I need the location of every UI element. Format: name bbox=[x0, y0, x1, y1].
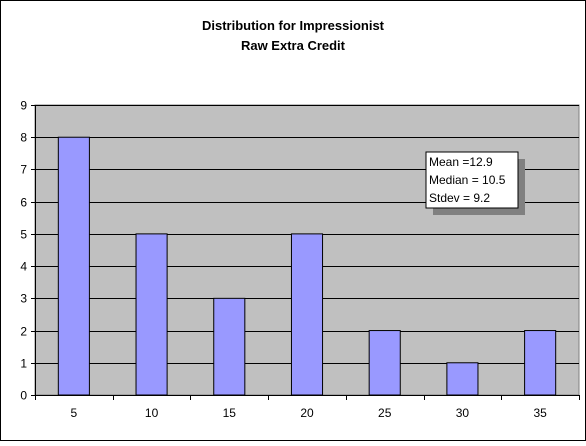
y-tick-label-9: 9 bbox=[20, 99, 27, 113]
bar-10 bbox=[135, 233, 168, 396]
bar-15 bbox=[213, 297, 246, 396]
stats-annotation: Mean =12.9 Median = 10.5 Stdev = 9.2 bbox=[425, 151, 525, 215]
y-tick-label-3: 3 bbox=[20, 292, 27, 306]
x-tick-labels: 5 10 15 20 25 30 35 bbox=[71, 406, 548, 420]
x-tick-label-30: 30 bbox=[456, 406, 470, 420]
stats-annotation-box bbox=[425, 151, 519, 209]
x-tick-label-35: 35 bbox=[533, 406, 547, 420]
y-tick-label-7: 7 bbox=[20, 163, 27, 177]
chart-title-line-1: Distribution for Impressionist bbox=[202, 18, 385, 33]
axes bbox=[31, 105, 580, 400]
x-tick-label-25: 25 bbox=[378, 406, 392, 420]
x-tick-label-15: 15 bbox=[223, 406, 237, 420]
bar-5 bbox=[57, 136, 90, 396]
y-tick-label-4: 4 bbox=[20, 260, 27, 274]
bars bbox=[57, 136, 557, 396]
bar-30 bbox=[446, 362, 479, 396]
stats-mean: Mean =12.9 bbox=[429, 155, 493, 169]
chart-title-line-2: Raw Extra Credit bbox=[241, 38, 346, 53]
y-tick-label-8: 8 bbox=[20, 131, 27, 145]
x-tick-label-20: 20 bbox=[300, 406, 314, 420]
stats-stdev: Stdev = 9.2 bbox=[429, 191, 490, 205]
y-tick-label-5: 5 bbox=[20, 228, 27, 242]
bar-25 bbox=[368, 330, 401, 396]
y-tick-label-6: 6 bbox=[20, 196, 27, 210]
bar-35 bbox=[524, 330, 557, 396]
y-tick-label-0: 0 bbox=[20, 389, 27, 403]
y-tick-label-2: 2 bbox=[20, 325, 27, 339]
stats-median: Median = 10.5 bbox=[429, 173, 506, 187]
y-tick-labels: 0 1 2 3 4 5 6 7 8 9 bbox=[20, 99, 27, 403]
bar-20 bbox=[290, 233, 324, 396]
y-tick-label-1: 1 bbox=[20, 357, 27, 371]
x-tick-label-5: 5 bbox=[71, 406, 78, 420]
x-tick-label-10: 10 bbox=[145, 406, 159, 420]
